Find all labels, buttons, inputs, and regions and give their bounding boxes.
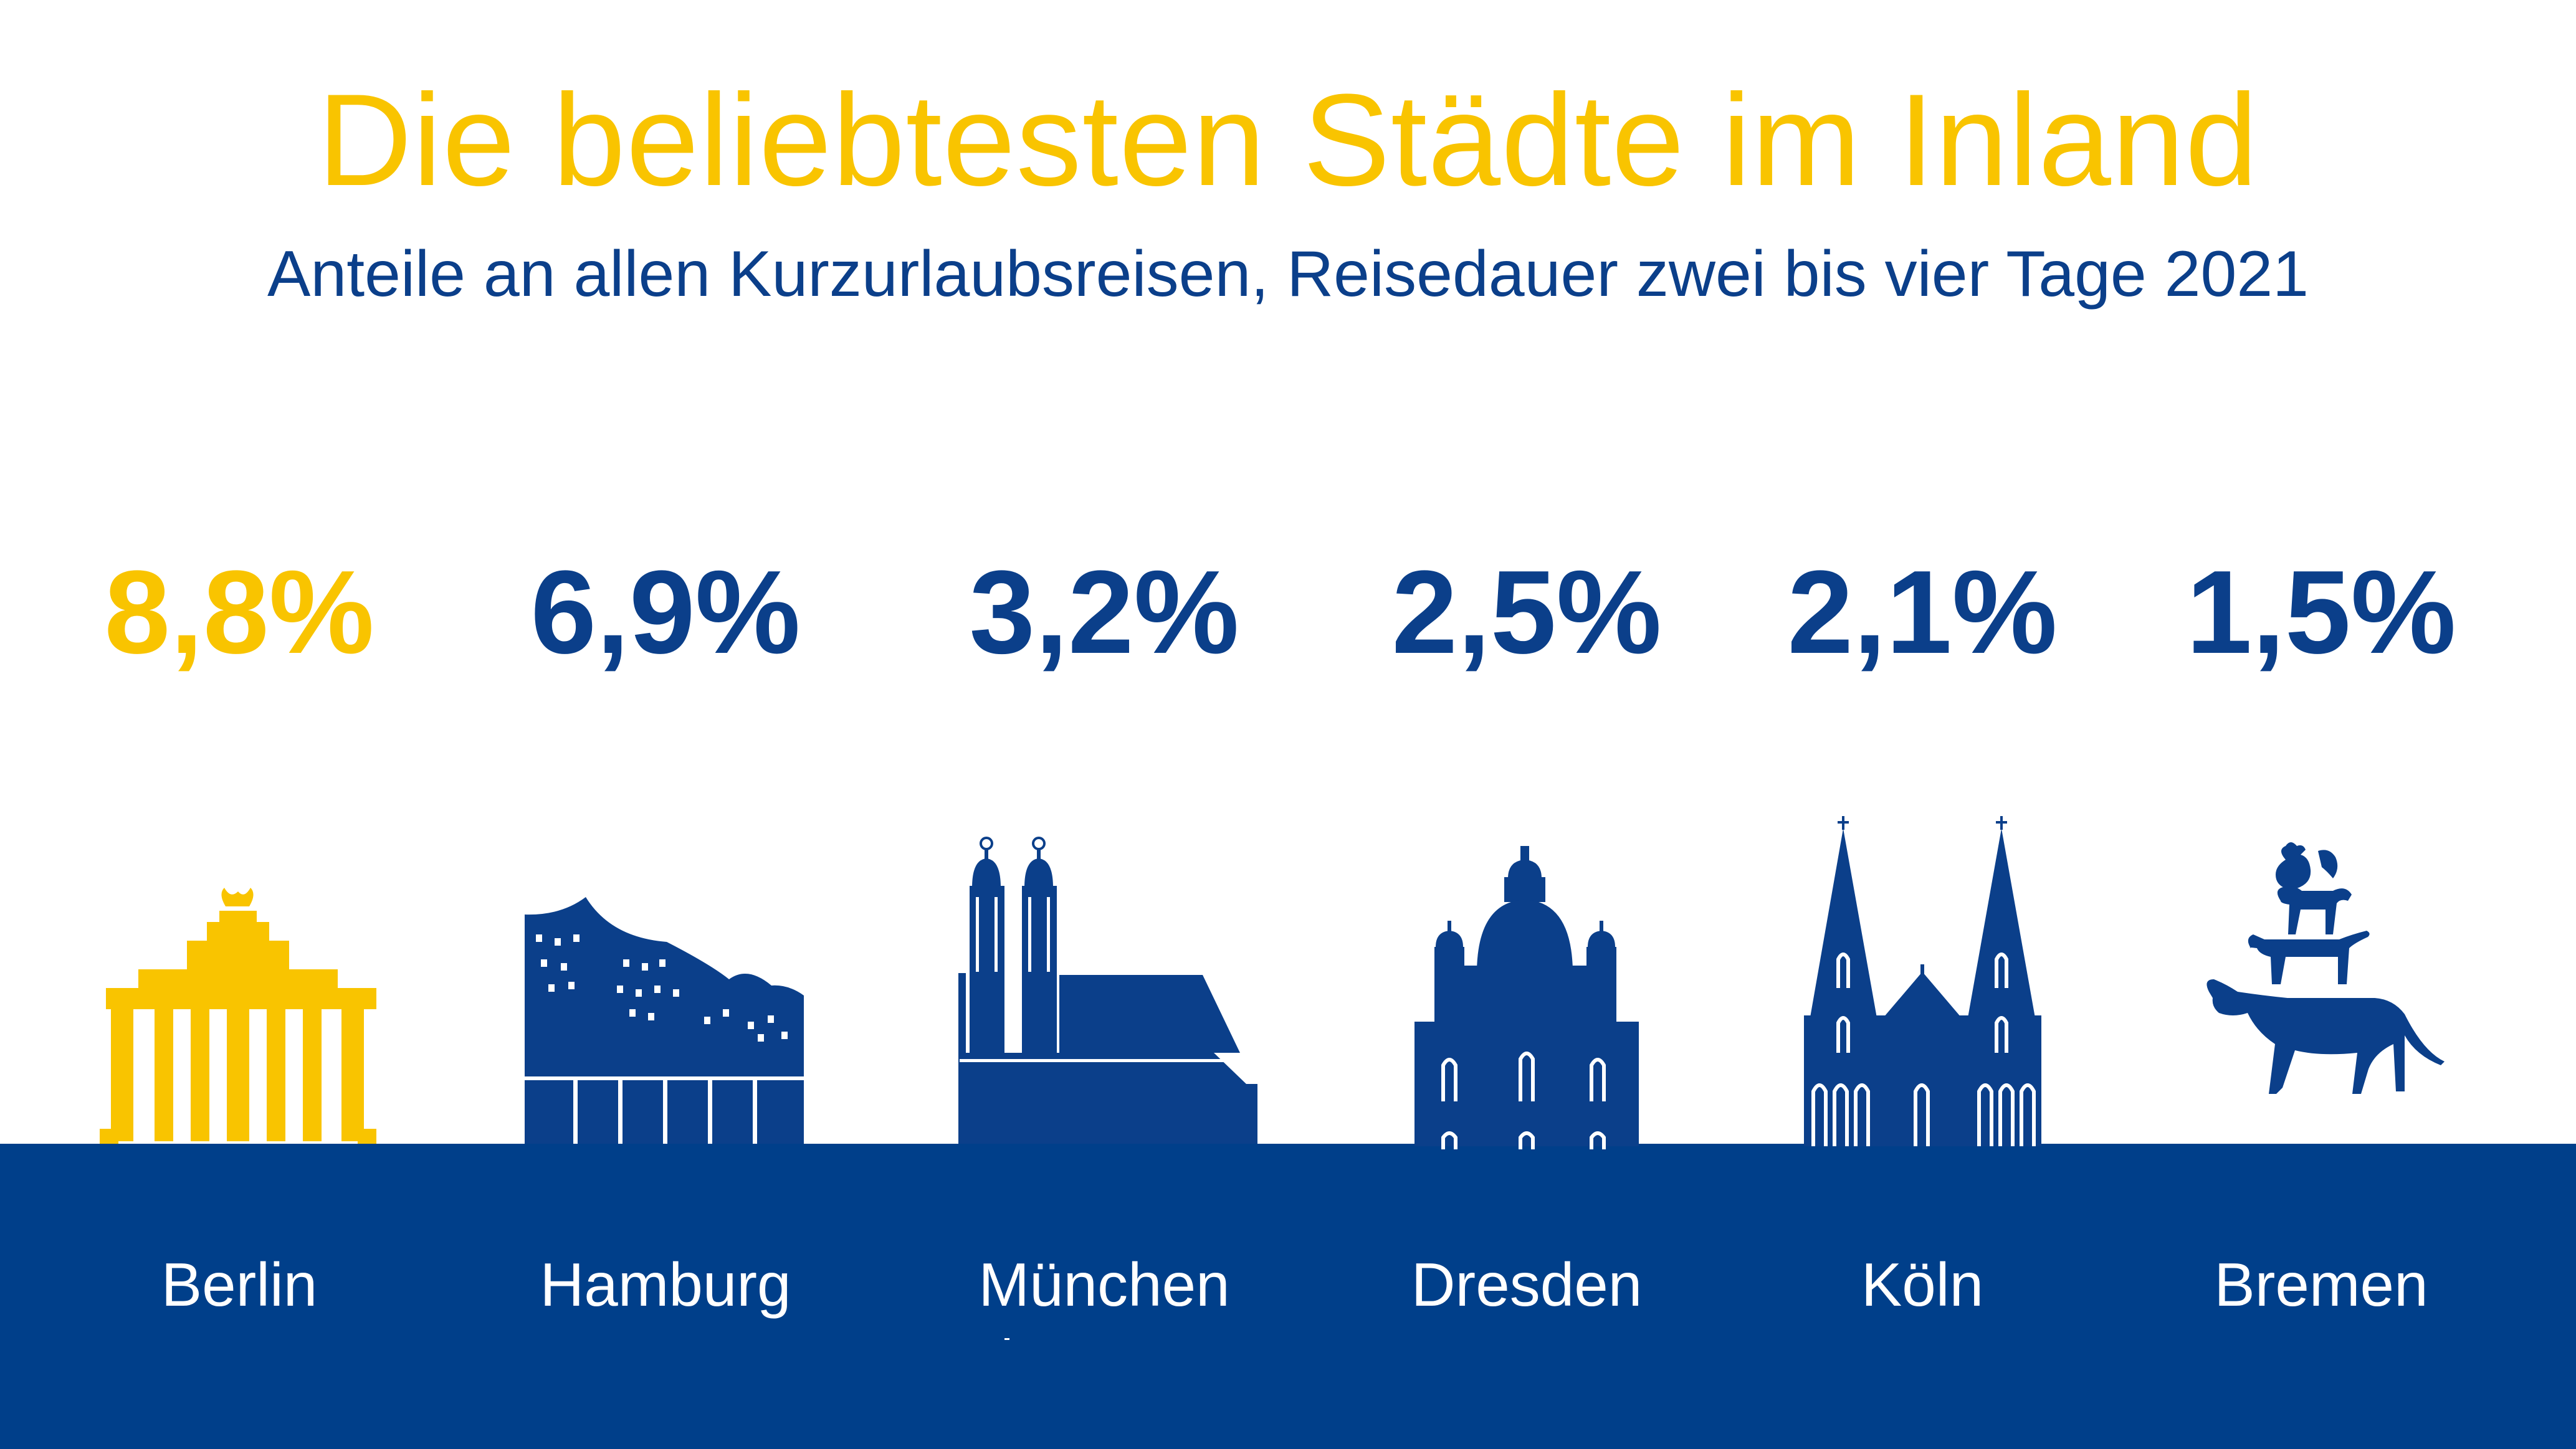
chart-title: Die beliebtesten Städte im Inland	[317, 67, 2259, 213]
value-label-4: 2,1%	[1787, 546, 2057, 678]
city-label-4: Köln	[1861, 1250, 1983, 1319]
city-label-5: Bremen	[2214, 1250, 2428, 1319]
frauenkirche-dresden-icon	[1414, 846, 1639, 1149]
value-label-2: 3,2%	[969, 546, 1239, 678]
value-label-5: 1,5%	[2186, 546, 2456, 678]
value-labels: 8,8% 6,9% 3,2% 2,5% 2,1% 1,5%	[104, 546, 2456, 678]
city-label-2: München	[978, 1250, 1229, 1319]
brandenburg-gate-icon	[100, 888, 376, 1144]
city-label-1: Hamburg	[540, 1250, 791, 1319]
value-label-1: 6,9%	[530, 546, 800, 678]
value-label-3: 2,5%	[1391, 546, 1661, 678]
skyline-ground-band	[0, 1144, 2576, 1449]
city-labels: Berlin Hamburg München Dresden Köln Bremen	[161, 1250, 2428, 1319]
elbphilharmonie-icon	[525, 897, 804, 1144]
city-label-3: Dresden	[1411, 1250, 1642, 1319]
frauenkirche-munich-icon	[958, 837, 1257, 1144]
town-musicians-icon	[2206, 842, 2445, 1094]
value-label-0: 8,8%	[104, 546, 374, 678]
city-label-0: Berlin	[161, 1250, 318, 1319]
cologne-cathedral-icon	[1804, 816, 2041, 1146]
chart-subtitle: Anteile an allen Kurzurlaubsreisen, Reis…	[267, 238, 2309, 310]
small-dash-mark	[1004, 1338, 1009, 1340]
